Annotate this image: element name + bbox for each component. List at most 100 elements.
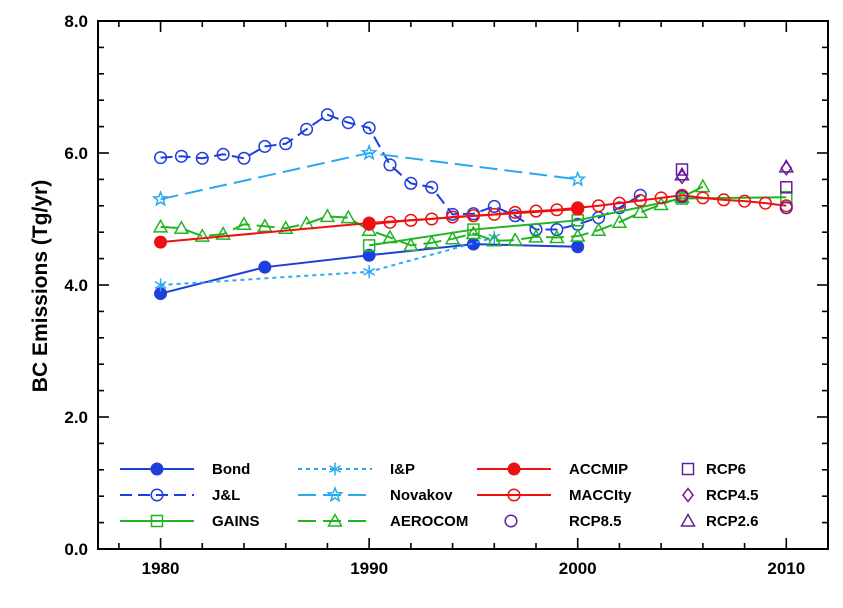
data-point-gains bbox=[362, 239, 376, 252]
legend-marker bbox=[507, 462, 521, 476]
legend-marker bbox=[326, 485, 344, 503]
data-point-aerocom bbox=[423, 234, 440, 249]
data-point-maccity bbox=[466, 209, 480, 223]
data-point-j-l bbox=[487, 199, 501, 214]
legend-item-bond: Bond bbox=[120, 461, 250, 478]
data-point-j-l bbox=[154, 151, 168, 165]
legend-item-aerocom: AEROCOM bbox=[298, 512, 468, 530]
legend-item-rcp4-5: RCP4.5 bbox=[682, 487, 759, 504]
legend-label: Novakov bbox=[390, 487, 453, 504]
y-axis-title: BC Emissions (Tg/yr) bbox=[29, 180, 52, 392]
data-point-rcp4-5 bbox=[780, 160, 793, 176]
data-point-j-l bbox=[216, 147, 230, 161]
data-point-maccity bbox=[758, 196, 772, 210]
axis-ticks bbox=[98, 20, 829, 550]
legend-label: I&P bbox=[390, 461, 415, 478]
data-point-aerocom bbox=[507, 232, 523, 246]
data-point-i-p bbox=[363, 265, 376, 279]
data-point-accmip bbox=[154, 235, 168, 249]
data-point-i-p bbox=[154, 278, 167, 292]
series-aerocom bbox=[152, 178, 711, 252]
series-novakov bbox=[151, 143, 587, 207]
series-rcp6 bbox=[675, 163, 793, 194]
data-point-aerocom bbox=[549, 229, 565, 244]
series-line-aerocom bbox=[160, 185, 704, 247]
data-point-j-l bbox=[508, 209, 522, 223]
data-point-maccity bbox=[404, 213, 418, 227]
legend-label: MACCIty bbox=[569, 487, 632, 504]
legend-item-accmip: ACCMIP bbox=[477, 461, 628, 478]
data-point-aerocom bbox=[152, 218, 169, 233]
data-point-maccity bbox=[383, 215, 397, 229]
legend-item-rcp2-6: RCP2.6 bbox=[680, 512, 759, 530]
x-tick-label: 2010 bbox=[767, 559, 805, 578]
data-point-maccity bbox=[612, 196, 626, 210]
legend-label: RCP8.5 bbox=[569, 513, 622, 530]
x-tick-label: 1990 bbox=[350, 559, 388, 578]
legend-marker bbox=[680, 512, 696, 527]
data-point-j-l bbox=[362, 121, 376, 135]
data-point-aerocom bbox=[632, 204, 649, 219]
data-point-maccity bbox=[738, 194, 752, 208]
data-point-aerocom bbox=[257, 218, 273, 233]
series-line-novakov bbox=[160, 151, 578, 201]
legend-label: RCP4.5 bbox=[706, 487, 759, 504]
data-point-bond bbox=[258, 260, 272, 274]
data-point-j-l bbox=[404, 176, 418, 190]
data-point-rcp6 bbox=[675, 163, 689, 176]
data-point-aerocom bbox=[319, 208, 336, 223]
data-point-aerocom bbox=[590, 222, 607, 236]
series-line-i-p bbox=[160, 236, 495, 286]
legend-label: RCP6 bbox=[706, 461, 746, 478]
data-point-novakov bbox=[360, 143, 378, 161]
data-point-maccity bbox=[654, 191, 668, 205]
legend: Bond J&L GAINS I&P Novakov AEROCOM ACCMIP MACCI… bbox=[120, 461, 759, 530]
legend-marker bbox=[507, 488, 521, 502]
data-point-j-l bbox=[174, 149, 188, 163]
legend-item-maccity: MACCIty bbox=[477, 487, 632, 504]
data-point-bond bbox=[362, 248, 376, 262]
data-point-maccity bbox=[487, 207, 501, 221]
data-point-aerocom bbox=[236, 216, 252, 231]
legend-marker bbox=[681, 462, 695, 476]
series-i-p bbox=[154, 230, 501, 292]
legend-label: AEROCOM bbox=[390, 513, 468, 530]
data-point-aerocom bbox=[611, 214, 628, 229]
data-point-aerocom bbox=[194, 228, 211, 242]
data-point-j-l bbox=[320, 108, 334, 122]
legend-marker bbox=[150, 514, 164, 528]
data-point-j-l bbox=[612, 201, 626, 215]
data-point-aerocom bbox=[340, 209, 357, 224]
data-point-maccity bbox=[550, 203, 564, 217]
data-point-aerocom bbox=[215, 226, 231, 240]
data-point-j-l bbox=[341, 116, 355, 130]
legend-label: ACCMIP bbox=[569, 461, 628, 478]
series-line-maccity bbox=[369, 194, 787, 226]
data-point-bond bbox=[571, 240, 585, 254]
data-point-novakov bbox=[569, 170, 587, 187]
data-point-j-l bbox=[237, 151, 251, 165]
data-point-j-l bbox=[550, 223, 564, 237]
legend-marker bbox=[328, 462, 342, 476]
data-point-maccity bbox=[571, 201, 585, 215]
data-point-aerocom bbox=[486, 232, 503, 247]
legend-marker bbox=[150, 488, 164, 502]
data-point-j-l bbox=[425, 180, 439, 194]
data-point-gains bbox=[467, 223, 480, 236]
legend-marker bbox=[327, 512, 343, 527]
y-tick-label: 2.0 bbox=[64, 408, 88, 427]
data-point-maccity bbox=[717, 193, 731, 207]
legend-item-i-p: I&P bbox=[298, 461, 415, 478]
legend-item-rcp8-5: RCP8.5 bbox=[504, 513, 622, 530]
data-point-rcp8-5 bbox=[779, 201, 793, 215]
series-rcp2-6 bbox=[674, 158, 795, 181]
y-tick-label: 4.0 bbox=[64, 276, 88, 295]
data-point-aerocom bbox=[653, 196, 669, 211]
data-point-rcp2-6 bbox=[674, 166, 690, 181]
data-point-aerocom bbox=[465, 225, 482, 240]
legend-label: J&L bbox=[212, 487, 240, 504]
legend-item-gains: GAINS bbox=[120, 513, 260, 530]
data-point-maccity bbox=[633, 193, 647, 208]
series-layer bbox=[151, 108, 795, 301]
data-point-aerocom bbox=[403, 237, 419, 252]
